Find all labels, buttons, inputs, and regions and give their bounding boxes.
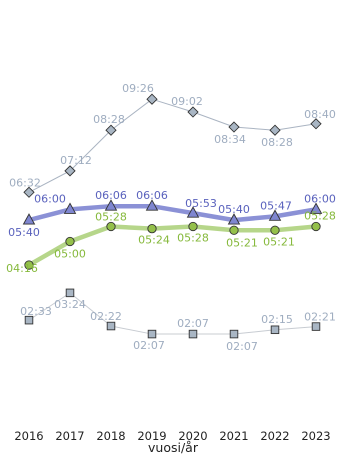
series-markers xyxy=(22,93,323,339)
marker-series-3-2018 xyxy=(106,221,116,232)
x-tick-label-2018: 2018 xyxy=(96,429,125,443)
marker-series-2-2019 xyxy=(145,199,159,211)
data-label-series-2-2019: 06:06 xyxy=(136,189,168,202)
data-labels: 06:32 07:12 08:28 09:26 09:02 08:34 08:28 08:40… xyxy=(6,82,336,353)
marker-series-1-2017 xyxy=(64,165,76,177)
marker-series-1-2018 xyxy=(105,124,117,136)
marker-series-1-2021 xyxy=(228,121,240,133)
marker-series-2-2021 xyxy=(227,213,241,225)
marker-series-2-2016 xyxy=(22,213,36,225)
data-label-series-3-2018: 05:28 xyxy=(95,211,127,224)
series-line-4 xyxy=(28,292,317,335)
data-label-series-3-2023: 05:28 xyxy=(304,210,336,223)
data-label-series-3-2017: 05:00 xyxy=(54,248,86,261)
data-label-series-2-2016: 05:40 xyxy=(8,226,40,239)
marker-series-1-2020 xyxy=(187,106,199,118)
data-label-series-1-2016: 06:32 xyxy=(9,176,41,189)
x-tick-label-2020: 2020 xyxy=(178,429,207,443)
marker-series-1-2023 xyxy=(310,118,322,130)
x-tick-label-2023: 2023 xyxy=(301,429,330,443)
data-label-series-1-2017: 07:12 xyxy=(60,154,92,167)
marker-series-4-2021 xyxy=(229,329,239,339)
data-label-series-1-2020: 09:02 xyxy=(171,95,203,108)
data-label-series-3-2020: 05:28 xyxy=(177,232,209,245)
marker-series-4-2018 xyxy=(106,321,116,331)
marker-series-4-2020 xyxy=(188,329,198,339)
data-label-series-4-2017: 03:24 xyxy=(54,298,86,311)
data-label-series-4-2019: 02:07 xyxy=(133,339,165,352)
data-label-series-4-2021: 02:07 xyxy=(226,340,258,353)
data-label-series-3-2016: 04:16 xyxy=(6,262,38,275)
series-line-1 xyxy=(28,98,317,193)
marker-series-3-2023 xyxy=(311,221,321,232)
data-label-series-1-2023: 08:40 xyxy=(304,108,336,121)
x-tick-label-2022: 2022 xyxy=(260,429,289,443)
data-label-series-4-2020: 02:07 xyxy=(177,317,209,330)
data-label-series-4-2016: 02:33 xyxy=(20,305,52,318)
data-label-series-2-2017: 06:00 xyxy=(34,192,66,205)
data-label-series-1-2018: 08:28 xyxy=(93,113,125,126)
data-label-series-2-2018: 06:06 xyxy=(95,189,127,202)
marker-series-3-2016 xyxy=(24,260,34,270)
marker-series-3-2020 xyxy=(188,221,198,232)
data-label-series-1-2022: 08:28 xyxy=(261,136,293,149)
marker-series-2-2017 xyxy=(63,202,77,214)
marker-series-4-2017 xyxy=(65,288,75,298)
marker-series-2-2022 xyxy=(268,209,282,221)
marker-series-3-2022 xyxy=(270,225,280,235)
data-label-series-2-2020: 05:53 xyxy=(185,197,217,210)
marker-series-2-2020 xyxy=(186,206,200,218)
data-label-series-4-2018: 02:22 xyxy=(90,310,122,323)
data-label-series-3-2019: 05:24 xyxy=(138,234,170,247)
x-axis-title: vuosi/år xyxy=(148,440,199,455)
data-label-series-2-2022: 05:47 xyxy=(260,199,292,212)
data-label-series-1-2021: 08:34 xyxy=(214,133,246,146)
data-label-series-1-2019: 09:26 xyxy=(122,82,154,95)
marker-series-4-2023 xyxy=(311,322,321,331)
data-label-series-2-2023: 06:00 xyxy=(304,192,336,205)
x-tick-label-2016: 2016 xyxy=(14,429,43,443)
marker-series-3-2019 xyxy=(147,224,157,234)
marker-series-1-2019 xyxy=(146,93,158,105)
data-label-series-4-2022: 02:15 xyxy=(261,313,293,326)
x-tick-label-2021: 2021 xyxy=(219,429,248,443)
marker-series-4-2016 xyxy=(24,315,34,325)
data-label-series-4-2023: 02:21 xyxy=(304,311,336,324)
x-tick-label-2017: 2017 xyxy=(55,429,84,443)
data-label-series-2-2021: 05:40 xyxy=(218,203,250,216)
x-axis: 2016 2017 2018 2019 2020 2021 2022 2023 xyxy=(14,429,330,443)
marker-series-4-2022 xyxy=(270,325,280,335)
series-line-2 xyxy=(26,203,319,223)
marker-series-3-2017 xyxy=(65,236,75,247)
marker-series-1-2022 xyxy=(269,124,281,136)
series-lines xyxy=(26,98,319,335)
marker-series-2-2023 xyxy=(309,202,323,214)
data-label-series-3-2022: 05:21 xyxy=(263,235,295,248)
marker-series-1-2016 xyxy=(23,186,35,198)
marker-series-4-2019 xyxy=(147,329,157,339)
marker-series-2-2018 xyxy=(104,199,118,211)
series-line-3 xyxy=(26,224,319,268)
marker-series-3-2021 xyxy=(229,225,239,235)
data-label-series-3-2021: 05:21 xyxy=(226,236,258,249)
x-tick-label-2019: 2019 xyxy=(137,429,166,443)
